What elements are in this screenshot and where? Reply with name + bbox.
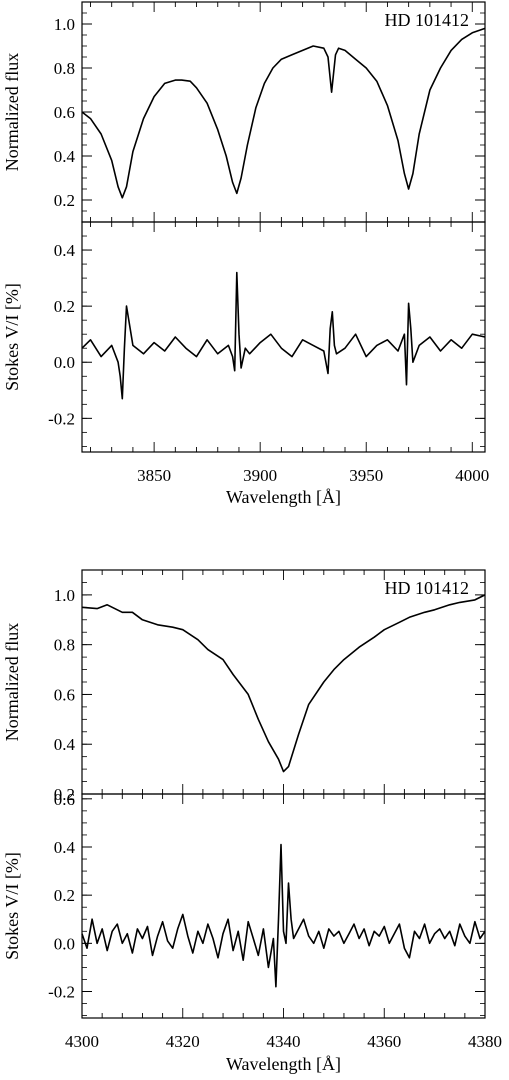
- panel-bottom-stokes: -0.2 0.0 0.2 0.4 0.6 Stokes V/I [%]: [2, 790, 486, 1019]
- y-tick-label: -0.2: [48, 409, 75, 428]
- y-tick-label: 1.0: [54, 586, 75, 605]
- x-tick-label: 3950: [349, 466, 383, 485]
- y-tick-label: -0.2: [48, 983, 75, 1002]
- plot-frame: [81, 221, 486, 453]
- star-label: HD 101412: [385, 10, 470, 30]
- y-tick-label: 0.6: [54, 103, 75, 122]
- chart-top: 0.2 0.4 0.6 0.8 1.0 Normalized flux HD 101412 -…: [2, 1, 489, 507]
- x-tick-label: 4380: [468, 1032, 502, 1051]
- x-axis-label: Wavelength [Å]: [226, 1054, 341, 1074]
- y-tick-label: 0.2: [54, 886, 75, 905]
- y-tick-label: 0.2: [54, 785, 75, 804]
- x-axis-label: Wavelength [Å]: [226, 487, 341, 507]
- y-tick-label: 0.2: [54, 191, 75, 210]
- y-tick-label: 0.8: [54, 59, 75, 78]
- panel-top-flux: 0.2 0.4 0.6 0.8 1.0 Normalized flux HD 101412: [2, 1, 486, 223]
- y-tick-label: 0.4: [54, 147, 76, 166]
- chart-bottom: 0.2 0.4 0.6 0.8 1.0 Normalized flux HD 101412 -…: [2, 569, 502, 1074]
- plot-frame: [81, 569, 486, 795]
- y-tick-label: 0.4: [54, 735, 76, 754]
- x-tick-label: 4000: [455, 466, 489, 485]
- x-tick-label: 3900: [243, 466, 277, 485]
- x-tick-label: 4320: [166, 1032, 200, 1051]
- series-line-flux: [81, 27, 486, 199]
- series-line-flux: [81, 594, 486, 773]
- x-tick-label: 4360: [367, 1032, 401, 1051]
- y-axis-label: Stokes V/I [%]: [2, 283, 22, 391]
- y-tick-label: 0.0: [54, 353, 75, 372]
- y-axis-label: Normalized flux: [2, 623, 22, 741]
- y-tick-label: 0.6: [54, 790, 75, 809]
- panel-bottom-flux: 0.2 0.4 0.6 0.8 1.0 Normalized flux HD 101412: [2, 569, 486, 804]
- y-tick-label: 0.2: [54, 297, 75, 316]
- series-line-stokes: [81, 271, 486, 400]
- y-tick-label: 0.4: [54, 241, 76, 260]
- y-tick-label: 0.4: [54, 838, 76, 857]
- y-tick-label: 0.8: [54, 636, 75, 655]
- y-tick-label: 0.0: [54, 934, 75, 953]
- panel-top-stokes: -0.2 0.0 0.2 0.4 Stokes V/I [%]: [2, 221, 486, 453]
- x-tick-label: 4340: [267, 1032, 301, 1051]
- star-label: HD 101412: [385, 578, 470, 598]
- y-axis-label: Normalized flux: [2, 53, 22, 171]
- y-tick-label: 1.0: [54, 15, 75, 34]
- x-tick-label: 3850: [137, 466, 171, 485]
- y-axis-label: Stokes V/I [%]: [2, 852, 22, 960]
- x-tick-label: 4300: [65, 1032, 99, 1051]
- y-tick-label: 0.6: [54, 685, 75, 704]
- series-line-stokes: [81, 843, 486, 988]
